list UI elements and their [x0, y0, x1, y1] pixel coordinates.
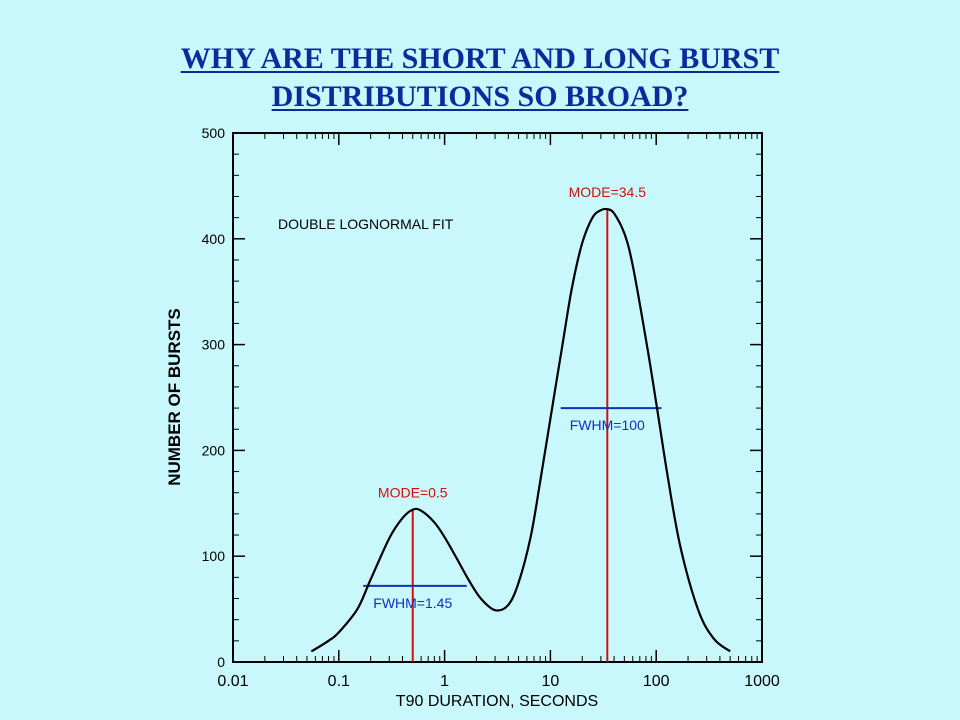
fit-components: MODE=0.5 FWHM=1.45 MODE=34.5 FWHM=100 [363, 184, 662, 662]
x-tick-label: 0.1 [328, 673, 350, 690]
x-axis-label: T90 DURATION, SECONDS [396, 693, 598, 710]
title-line-1: WHY ARE THE SHORT AND LONG BURST [180, 42, 780, 75]
x-tick-label: 10 [542, 673, 560, 690]
mode-label-2: MODE=34.5 [569, 184, 647, 200]
x-tick-labels: 0.01 0.1 1 10 100 1000 [217, 673, 779, 690]
axis-ticks [232, 132, 763, 663]
fit-annotation: DOUBLE LOGNORMAL FIT [278, 216, 454, 232]
x-tick-label: 100 [643, 673, 670, 690]
x-tick-label: 1000 [744, 673, 780, 690]
y-tick-label: 400 [202, 231, 226, 247]
y-tick-labels: 0 100 200 300 400 500 [202, 125, 226, 670]
title-line-2: DISTRIBUTIONS SO BROAD? [271, 80, 689, 113]
plot-frame [232, 132, 763, 663]
x-tick-label: 0.01 [217, 673, 248, 690]
y-axis-label: NUMBER OF BURSTS [165, 308, 184, 486]
y-tick-label: 0 [217, 654, 225, 670]
fwhm-label-2: FWHM=100 [570, 417, 645, 433]
fwhm-label-1: FWHM=1.45 [373, 595, 452, 611]
y-tick-label: 500 [202, 125, 226, 141]
y-tick-label: 300 [202, 337, 226, 353]
x-tick-label: 1 [440, 673, 449, 690]
mode-label-1: MODE=0.5 [378, 485, 448, 501]
double-lognormal-curve [310, 207, 731, 653]
y-tick-label: 100 [202, 548, 226, 564]
y-tick-label: 200 [202, 442, 226, 458]
slide-title: WHY ARE THE SHORT AND LONG BURST DISTRIB… [0, 40, 960, 116]
